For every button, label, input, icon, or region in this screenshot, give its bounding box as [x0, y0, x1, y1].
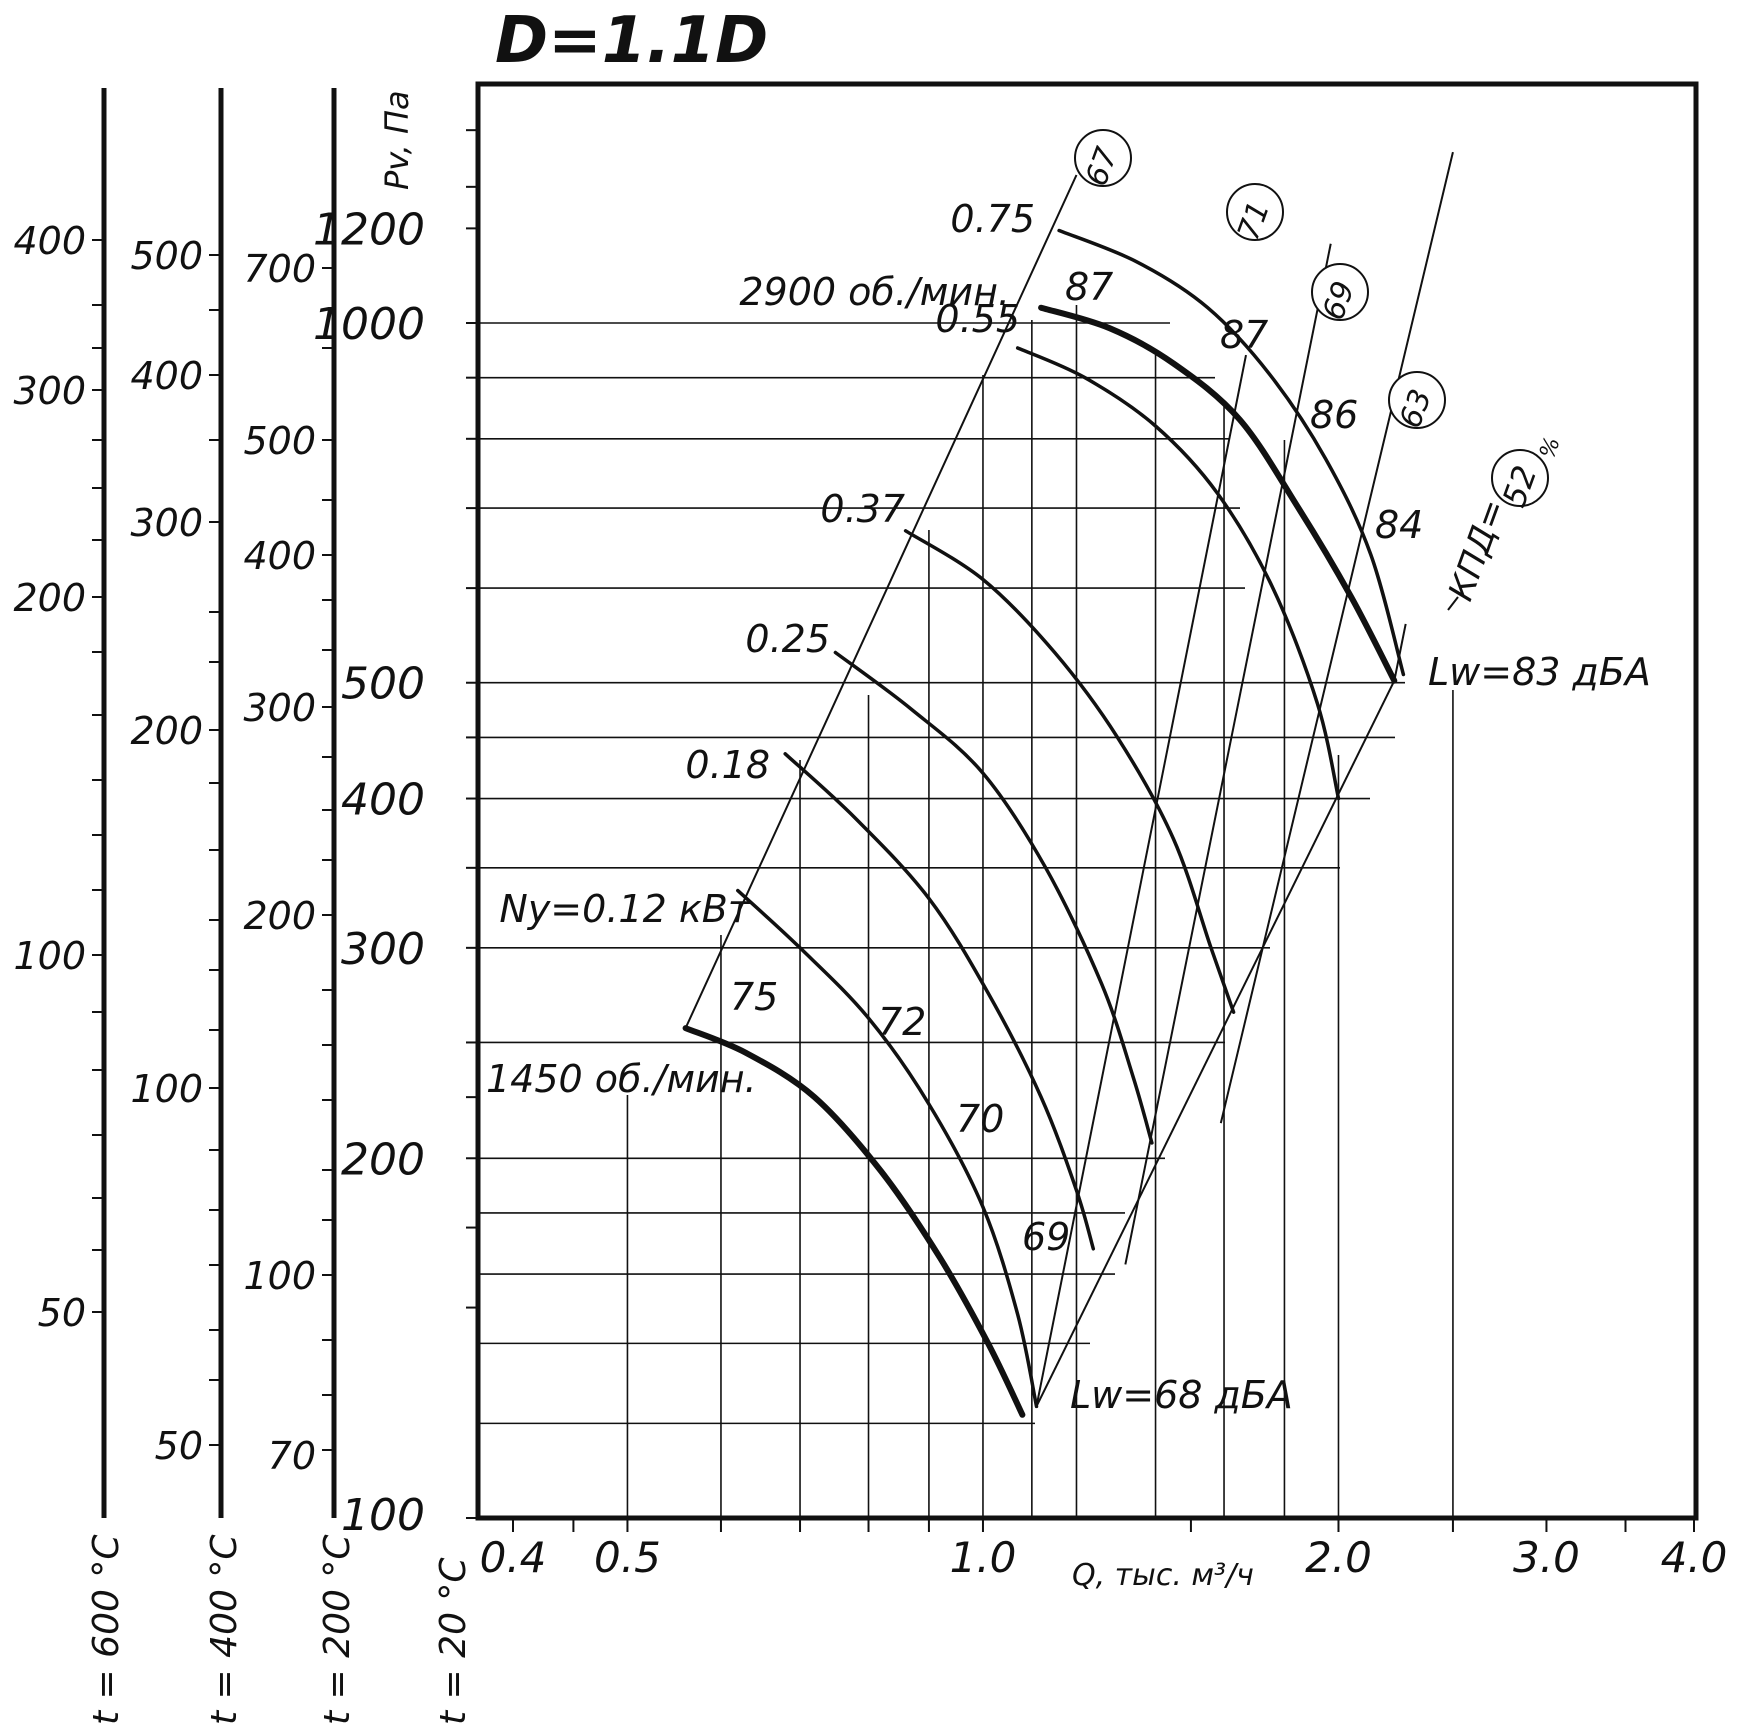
- efficiency-point-label: 70: [956, 1097, 1004, 1141]
- temperature-tick-label: 200: [243, 894, 316, 938]
- efficiency-point-label: 75: [730, 975, 778, 1019]
- temperature-tick-label: 100: [130, 1067, 203, 1111]
- power-curve-label: 0.55: [935, 297, 1020, 341]
- boundary-line-bottom: [1035, 680, 1396, 1407]
- power-curve-label: 0.37: [820, 487, 905, 531]
- temperature-tick-label: 400: [130, 354, 203, 398]
- plot-frame: [475, 81, 1699, 1521]
- efficiency-point-label: 84: [1375, 503, 1423, 547]
- temperature-scale-label: t = 600 °C: [86, 1534, 127, 1725]
- curve-1450-об-мин-: [682, 1025, 1026, 1418]
- speed-circle: [1388, 371, 1446, 429]
- temperature-tick-label: 300: [13, 369, 86, 413]
- temperature-tick-label: 200: [13, 576, 86, 620]
- x-tick-label: 4.0: [1661, 1533, 1728, 1582]
- temperature-tick-label: 300: [243, 686, 316, 730]
- chart-title: D=1.1D: [495, 4, 768, 78]
- temperature-tick-label: 400: [13, 219, 86, 263]
- temperature-scale-label: t = 20 °C: [433, 1557, 474, 1725]
- x-tick-label: 0.4: [480, 1533, 547, 1582]
- speed-line: [684, 174, 1078, 1029]
- temperature-tick-label: 70: [268, 1434, 316, 1478]
- efficiency-point-label: 72: [878, 1000, 926, 1044]
- curve-0-18: [783, 752, 1096, 1251]
- y-tick-label: 100: [341, 1490, 425, 1541]
- temperature-tick-label: 700: [243, 247, 316, 291]
- x-axis-label: Q, тыс. м³/ч: [1072, 1558, 1254, 1593]
- curve-0-37: [903, 529, 1236, 1014]
- efficiency-circle: [1491, 449, 1549, 507]
- curve-2900-об-мин-: [1038, 304, 1398, 684]
- x-tick-label: 2.0: [1305, 1533, 1372, 1582]
- efficiency-tick: [1447, 596, 1459, 611]
- efficiency-point-label: 87: [1220, 313, 1268, 357]
- temperature-scale-label: t = 400 °C: [204, 1534, 245, 1725]
- temperature-tick-label: 200: [130, 709, 203, 753]
- y-tick-label: 400: [341, 775, 425, 826]
- speed-line: [1035, 354, 1247, 1407]
- rpm-low-label: 1450 об./мин.: [486, 1057, 757, 1101]
- x-tick-label: 0.5: [594, 1533, 661, 1582]
- boundary-line-top: [1393, 623, 1407, 681]
- speed-circle: [1074, 129, 1132, 187]
- temperature-tick-label: 100: [243, 1254, 316, 1298]
- temperature-tick-label: 100: [13, 934, 86, 978]
- y-tick-label: 500: [341, 659, 425, 710]
- curve-Ny-0-12-кВт: [736, 888, 1039, 1409]
- power-curve-label: 0.25: [745, 617, 830, 661]
- speed-circle: [1226, 183, 1284, 241]
- y-tick-label: 1000: [313, 299, 425, 350]
- y-tick-label: 300: [341, 924, 425, 975]
- speed-circle: [1311, 263, 1369, 321]
- efficiency-point-label: 87: [1065, 265, 1113, 309]
- speed-line: [1219, 151, 1454, 1124]
- temperature-tick-label: 500: [243, 419, 316, 463]
- curves-layer: [682, 228, 1406, 1418]
- temperature-tick-label: 500: [130, 234, 203, 278]
- labels-layer: 0.4 0.5 1.0 2.0 3.0 4.0 Q, тыс. м³/ч 100 200 300 4…: [13, 90, 1727, 1725]
- efficiency-point-label: 69: [1022, 1215, 1070, 1259]
- temperature-tick-label: 50: [38, 1291, 86, 1335]
- x-tick-label: 3.0: [1513, 1533, 1580, 1582]
- temperature-scale-label: t = 200 °C: [317, 1534, 358, 1725]
- grid-layer: [478, 151, 1459, 1518]
- curve-0-25: [833, 650, 1154, 1145]
- power-curve-label: 0.75: [950, 197, 1035, 241]
- power-curve-label-min: Ny=0.12 кВт: [499, 887, 751, 931]
- rpm-high-label: 2900 об./мин.: [739, 270, 1010, 314]
- temperature-tick-label: 400: [243, 534, 316, 578]
- noise-label-low: Lw=68 дБА: [1070, 1373, 1293, 1417]
- axes-layer: [92, 81, 1699, 1532]
- temperature-tick-label: 300: [130, 501, 203, 545]
- x-tick-label: 1.0: [950, 1533, 1017, 1582]
- y-axis-label: Pv, Па: [378, 90, 416, 190]
- noise-label-high: Lw=83 дБА: [1428, 650, 1651, 694]
- curve-0-55: [1015, 346, 1341, 801]
- efficiency-point-label: 86: [1310, 393, 1358, 437]
- efficiency-label-prefix: КПД=: [1441, 494, 1514, 606]
- y-tick-label: 1200: [313, 204, 425, 255]
- y-tick-label: 200: [341, 1134, 425, 1185]
- curve-0-75: [1057, 228, 1406, 677]
- power-curve-label: 0.18: [685, 743, 770, 787]
- temperature-tick-label: 50: [155, 1424, 203, 1468]
